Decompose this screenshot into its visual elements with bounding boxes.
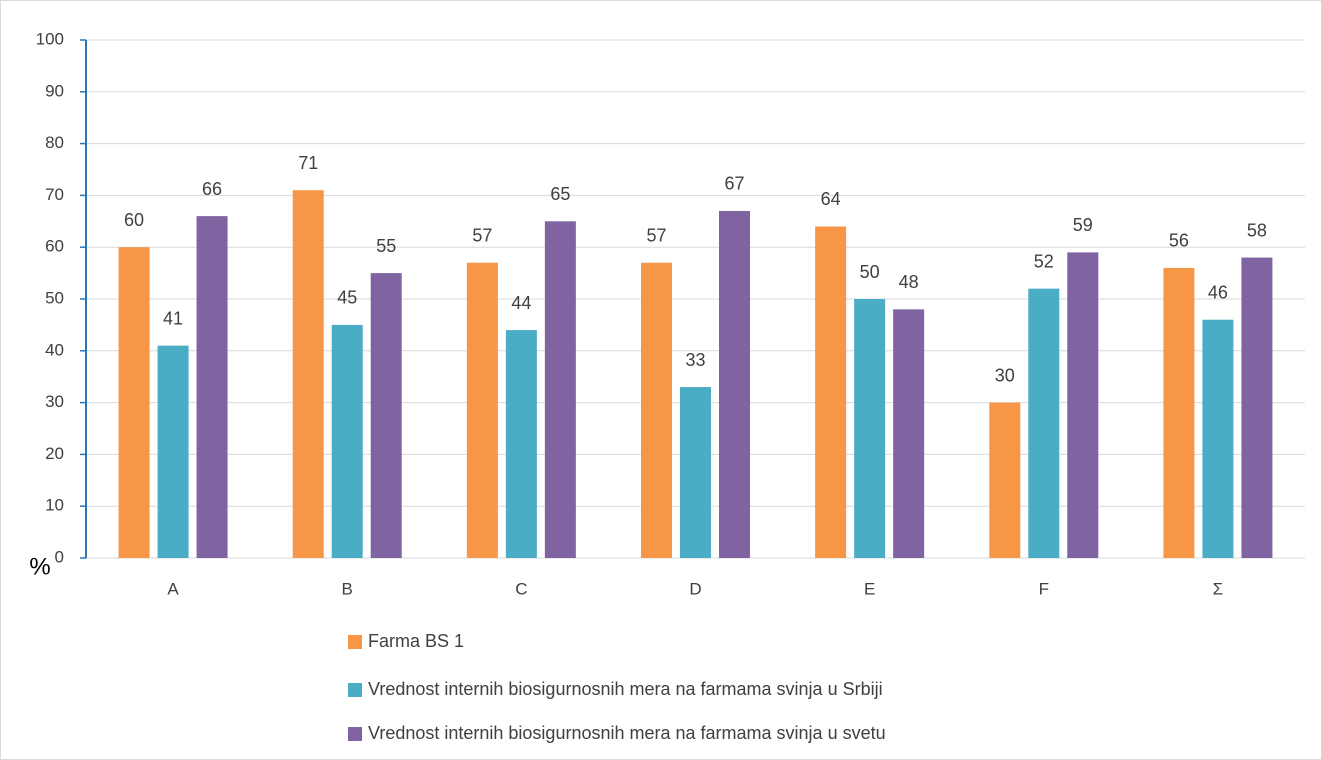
bar <box>641 262 672 558</box>
legend-label: Vrednost internih biosigurnosnih mera na… <box>368 679 883 699</box>
legend-swatch <box>348 727 362 741</box>
bar <box>196 216 228 558</box>
y-tick-label: 90 <box>45 81 64 100</box>
data-label: 59 <box>1073 215 1093 235</box>
data-label: 52 <box>1034 251 1054 271</box>
y-tick-label: 20 <box>45 444 64 463</box>
bar <box>118 247 150 558</box>
legend-swatch <box>348 635 362 649</box>
y-tick-label: 10 <box>45 496 64 515</box>
x-tick-label: B <box>342 579 353 598</box>
data-label: 64 <box>821 189 841 209</box>
bar <box>815 226 847 559</box>
legend-label: Vrednost internih biosigurnosnih mera na… <box>368 723 886 743</box>
bar <box>1163 267 1195 558</box>
legend-label: Farma BS 1 <box>368 631 464 651</box>
data-label: 44 <box>511 293 531 313</box>
bar <box>854 299 886 558</box>
data-label: 65 <box>550 184 570 204</box>
data-label: 57 <box>646 225 666 245</box>
x-tick-label: A <box>167 579 179 598</box>
data-label: 30 <box>995 365 1015 385</box>
data-label: 67 <box>724 174 744 194</box>
bar <box>1067 252 1099 558</box>
bar <box>505 330 537 558</box>
x-tick-label: E <box>864 579 875 598</box>
y-axis-label: % <box>29 553 50 580</box>
bar <box>680 387 711 558</box>
bar <box>292 190 324 558</box>
legend-swatch <box>348 683 362 697</box>
data-label: 58 <box>1247 220 1267 240</box>
x-tick-label: F <box>1039 579 1049 598</box>
data-label: 50 <box>860 262 880 282</box>
data-label: 57 <box>472 225 492 245</box>
bar <box>1202 319 1234 558</box>
data-label: 41 <box>163 308 183 328</box>
bar <box>989 402 1021 558</box>
data-label: 60 <box>124 210 144 230</box>
y-tick-label: 100 <box>36 29 64 48</box>
bar <box>157 345 189 558</box>
x-tick-label: C <box>515 579 527 598</box>
bar <box>466 262 498 558</box>
bar <box>544 221 576 559</box>
data-label: 71 <box>298 153 318 173</box>
x-tick-label: D <box>689 579 701 598</box>
data-label: 48 <box>899 272 919 292</box>
x-tick-label: Σ <box>1213 579 1224 598</box>
y-tick-label: 80 <box>45 133 64 152</box>
y-tick-label: 60 <box>45 237 64 256</box>
bar <box>1028 288 1060 558</box>
y-tick-label: 50 <box>45 288 64 307</box>
bar <box>331 324 363 558</box>
data-label: 46 <box>1208 282 1228 302</box>
data-label: 66 <box>202 179 222 199</box>
bar <box>370 273 402 558</box>
y-tick-label: 30 <box>45 392 64 411</box>
bar <box>719 210 750 558</box>
data-label: 33 <box>685 350 705 370</box>
y-tick-label: 70 <box>45 185 64 204</box>
bar <box>1241 257 1273 558</box>
y-tick-label: 0 <box>55 547 64 566</box>
y-tick-label: 40 <box>45 340 64 359</box>
data-label: 45 <box>337 288 357 308</box>
bar <box>893 309 925 558</box>
data-label: 56 <box>1169 231 1189 251</box>
data-label: 55 <box>376 236 396 256</box>
